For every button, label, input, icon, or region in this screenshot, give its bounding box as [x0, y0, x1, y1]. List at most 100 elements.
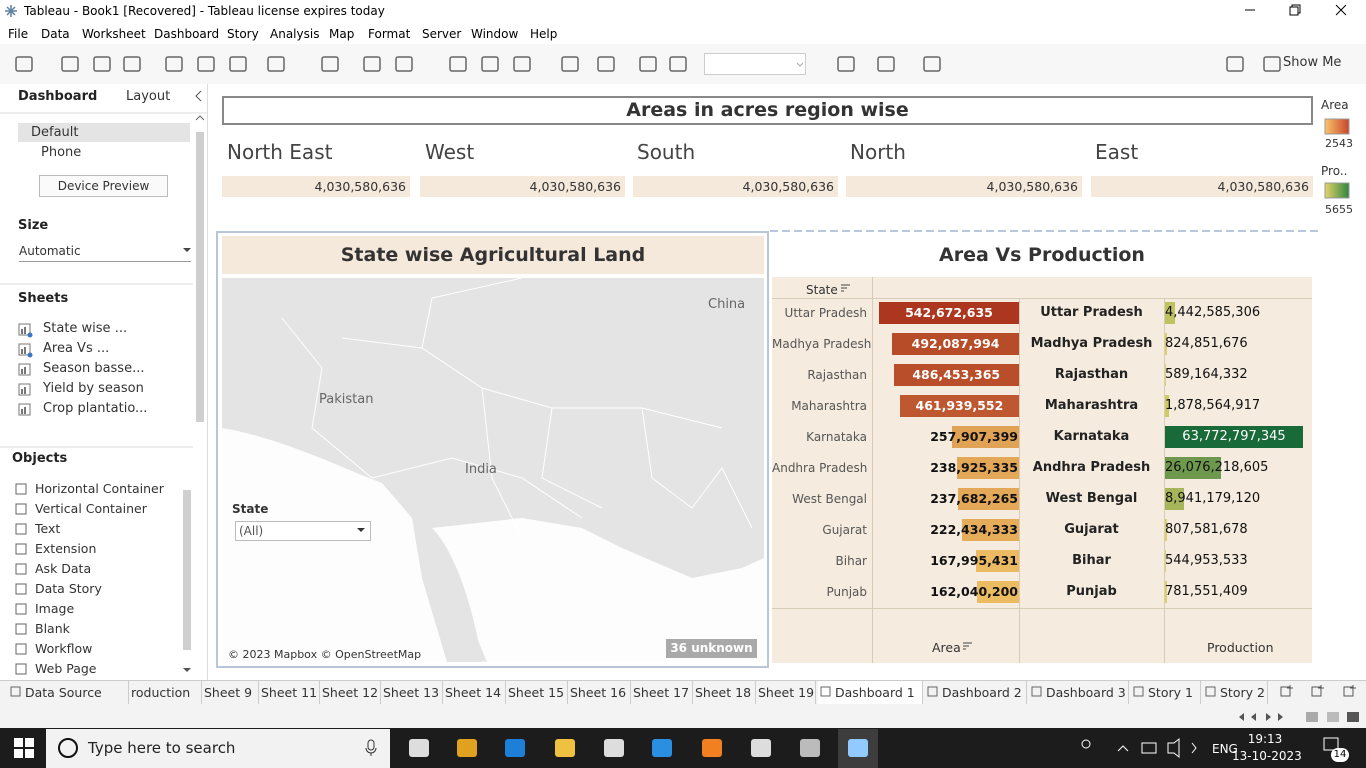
device-selected[interactable]	[18, 123, 190, 142]
tab[interactable]: Sheet 14	[445, 681, 506, 704]
tab[interactable]: Dashboard 2	[925, 681, 1027, 704]
taskbar-app[interactable]	[455, 737, 479, 759]
tab[interactable]: Sheet 12	[322, 681, 381, 704]
menu-item[interactable]: Worksheet	[82, 27, 146, 41]
menu-item[interactable]: Story	[227, 27, 259, 41]
menu-item[interactable]: Help	[530, 27, 558, 41]
menu-item[interactable]: Map	[329, 27, 355, 41]
unknown-badge[interactable]: 36 unknown	[666, 639, 757, 658]
production-bar[interactable]	[1165, 457, 1222, 479]
size-dropdown[interactable]: Automatic	[19, 243, 191, 262]
toolbar-icon[interactable]	[196, 55, 216, 73]
taskbar-app[interactable]	[798, 737, 822, 759]
tab[interactable]: Dashboard 3	[1029, 681, 1129, 704]
tab[interactable]: Sheet 13	[383, 681, 443, 704]
device-preview-button[interactable]: Device Preview	[39, 175, 168, 197]
toolbar-icon[interactable]	[14, 55, 34, 73]
device-option[interactable]: Default	[31, 125, 79, 140]
sheet-item[interactable]: Area Vs ...	[43, 341, 110, 356]
taskbar-app[interactable]	[602, 737, 626, 759]
menu-item[interactable]: Dashboard	[154, 27, 220, 41]
taskbar-app[interactable]	[749, 737, 773, 759]
panel-tab[interactable]: Layout	[126, 89, 171, 104]
menu-item[interactable]: Data	[41, 27, 70, 41]
taskbar-app[interactable]	[407, 737, 431, 759]
production-bar[interactable]	[1165, 581, 1167, 603]
menu-item[interactable]: Window	[471, 27, 519, 41]
object-item[interactable]: Blank	[35, 621, 70, 636]
device-option[interactable]: Phone	[41, 145, 82, 160]
tab[interactable]: Sheet 19	[758, 681, 816, 704]
sheet-item[interactable]: State wise ...	[43, 321, 128, 336]
area-bar[interactable]	[957, 488, 1019, 510]
sheet-item[interactable]: Season basse...	[43, 361, 145, 376]
panel-collapse[interactable]	[194, 90, 204, 102]
toolbar-icon[interactable]	[122, 55, 142, 73]
toolbar-icon[interactable]	[320, 55, 340, 73]
toolbar-icon[interactable]	[92, 55, 112, 73]
menu-item[interactable]: Server	[422, 27, 462, 41]
toolbar-icon[interactable]	[394, 55, 414, 73]
tab[interactable]: Data Source	[8, 681, 129, 704]
tab[interactable]: Story 2	[1203, 681, 1268, 704]
tab[interactable]: Sheet 17	[633, 681, 693, 704]
area-bar[interactable]	[957, 457, 1019, 479]
panel-tab-active[interactable]: Dashboard	[18, 89, 98, 104]
production-bar[interactable]	[1165, 333, 1167, 355]
toolbar-icon[interactable]	[876, 55, 896, 73]
area-bar[interactable]	[879, 302, 1019, 324]
toolbar-icon[interactable]	[596, 55, 616, 73]
toolbar-icon[interactable]	[922, 55, 942, 73]
menu-item[interactable]: File	[8, 27, 29, 41]
taskbar-app[interactable]	[846, 737, 870, 759]
object-item[interactable]: Extension	[35, 541, 97, 556]
search-box[interactable]	[46, 729, 390, 768]
menu-item[interactable]: Format	[368, 27, 411, 41]
toolbar-icon[interactable]	[362, 55, 382, 73]
close-button[interactable]	[1335, 4, 1347, 16]
tab[interactable]: Sheet 15	[508, 681, 568, 704]
toolbar-icon[interactable]	[1225, 55, 1245, 73]
show-me-button[interactable]: Show Me	[1283, 55, 1342, 70]
toolbar-icon[interactable]	[448, 55, 468, 73]
production-bar[interactable]	[1165, 426, 1303, 448]
tab[interactable]: roduction	[131, 681, 202, 704]
area-bar[interactable]	[952, 426, 1019, 448]
production-bar[interactable]	[1165, 519, 1167, 541]
toolbar-icon[interactable]	[60, 55, 80, 73]
toolbar-icon[interactable]	[668, 55, 688, 73]
toolbar-icon[interactable]	[1262, 55, 1282, 73]
start-button[interactable]	[14, 738, 34, 758]
new-tab-icon[interactable]	[1280, 685, 1294, 699]
object-item[interactable]: Horizontal Container	[35, 481, 164, 496]
new-tab-icon[interactable]	[1343, 685, 1357, 699]
taskbar-app[interactable]	[503, 737, 527, 759]
tab[interactable]: Sheet 11	[261, 681, 320, 704]
area-bar[interactable]	[977, 581, 1019, 603]
tab-active[interactable]: Dashboard 1	[818, 681, 923, 704]
production-bar[interactable]	[1165, 395, 1170, 417]
toolbar-icon[interactable]	[560, 55, 580, 73]
object-item[interactable]: Web Page	[35, 661, 97, 676]
sheet-item[interactable]: Yield by season	[43, 381, 144, 396]
production-bar[interactable]	[1165, 550, 1167, 572]
minimize-button[interactable]	[1244, 4, 1256, 16]
object-item[interactable]: Image	[35, 601, 75, 616]
filter-dropdown[interactable]: (All)	[235, 521, 371, 541]
production-bar[interactable]	[1165, 302, 1175, 324]
restore-button[interactable]	[1289, 4, 1301, 16]
tab[interactable]: Story 1	[1131, 681, 1201, 704]
new-tab-icon[interactable]	[1311, 685, 1325, 699]
notification-icon[interactable]	[1323, 737, 1339, 753]
production-bar[interactable]	[1165, 364, 1167, 386]
toolbar-icon[interactable]	[512, 55, 532, 73]
menu-item[interactable]: Analysis	[270, 27, 320, 41]
toolbar-icon[interactable]	[164, 55, 184, 73]
sheet-item[interactable]: Crop plantatio...	[43, 401, 148, 416]
taskbar-app[interactable]	[553, 737, 577, 759]
area-bar[interactable]	[893, 364, 1019, 386]
object-item[interactable]: Workflow	[35, 641, 93, 656]
area-bar[interactable]	[961, 519, 1019, 541]
object-item[interactable]: Text	[35, 521, 61, 536]
taskbar-app[interactable]	[650, 737, 674, 759]
